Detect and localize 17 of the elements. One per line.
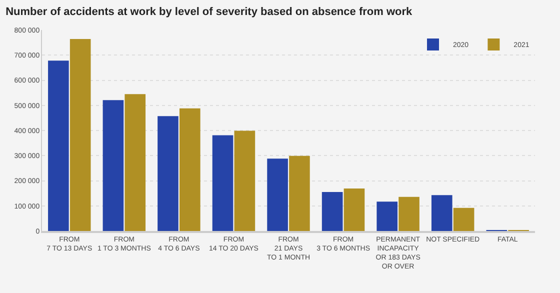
bar <box>70 39 91 231</box>
bar <box>234 130 256 231</box>
bar <box>212 135 234 231</box>
bar <box>431 195 452 231</box>
bar <box>102 100 124 231</box>
bar <box>289 156 310 231</box>
bar <box>158 116 178 231</box>
bar <box>398 196 420 231</box>
bar <box>179 108 200 231</box>
bar <box>344 188 365 231</box>
bar <box>376 202 398 231</box>
bar <box>48 60 69 231</box>
bar <box>453 208 474 231</box>
chart-title: Number of accidents at work by level of severity based on absence from work <box>6 6 414 18</box>
bar <box>322 192 343 231</box>
bar <box>267 158 288 231</box>
bar <box>124 94 146 231</box>
